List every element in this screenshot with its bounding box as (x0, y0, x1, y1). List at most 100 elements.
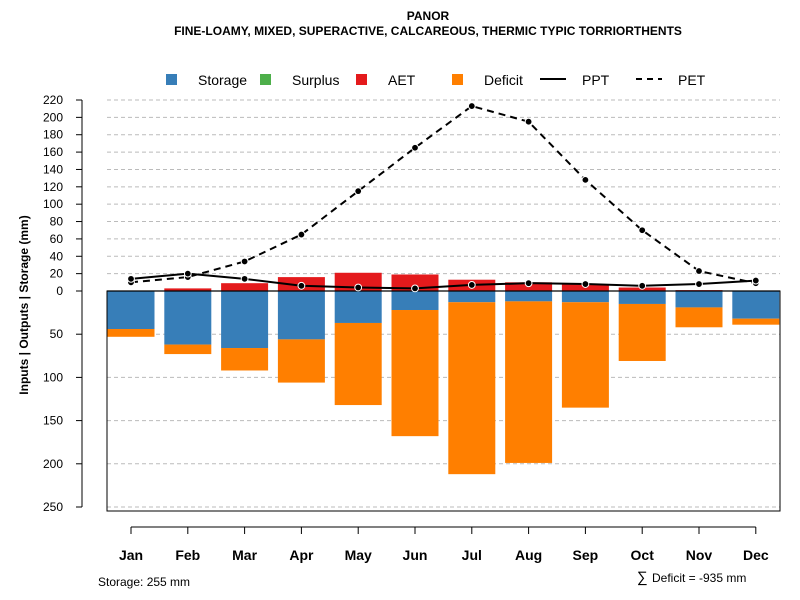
y-tick-label: 180 (43, 128, 63, 142)
chart-subtitle: FINE-LOAMY, MIXED, SUPERACTIVE, CALCAREO… (174, 24, 682, 38)
legend-label-pet: PET (678, 72, 706, 88)
storage-bar (164, 291, 212, 345)
y-axis-label: Inputs | Outputs | Storage (mm) (17, 215, 31, 394)
storage-bar (107, 291, 155, 330)
deficit-bar (448, 302, 496, 475)
x-tick-label: Mar (232, 547, 257, 563)
ppt-point (638, 281, 647, 290)
pet-point (524, 117, 533, 126)
pet-point (354, 187, 363, 196)
deficit-bar (391, 310, 439, 437)
legend-swatch-storage (166, 74, 177, 85)
storage-bar (505, 291, 553, 302)
legend-label-deficit: Deficit (484, 72, 523, 88)
pet-point (638, 226, 647, 235)
deficit-bar (164, 344, 212, 355)
legend-label-ppt: PPT (582, 72, 610, 88)
bars (107, 272, 780, 475)
ppt-point (751, 276, 760, 285)
ppt-point (297, 281, 306, 290)
y-tick-label: 200 (43, 457, 63, 471)
ppt-point (411, 284, 419, 293)
y-tick-label: 220 (43, 93, 63, 107)
x-tick-label: Aug (515, 547, 542, 563)
ppt-line (130, 272, 756, 290)
y-axis: 0 20 40 60 80 100 120 140 160 180 200 220 50 100 150 20… (43, 93, 83, 514)
legend-label-aet: AET (388, 72, 416, 88)
pet-point (297, 230, 306, 239)
lines (127, 102, 760, 293)
deficit-bar (675, 307, 723, 328)
deficit-total: Deficit = -935 mm (652, 571, 746, 585)
deficit-bar (221, 348, 269, 371)
legend: Storage Surplus AET Deficit PPT PET (166, 72, 706, 88)
x-tick-label: Oct (631, 547, 655, 563)
x-tick-label: Nov (686, 547, 713, 563)
legend-label-storage: Storage (198, 72, 247, 88)
legend-label-surplus: Surplus (292, 72, 339, 88)
deficit-bar (334, 322, 382, 406)
x-tick-label: Jul (462, 547, 482, 563)
storage-bar (732, 291, 780, 319)
x-tick-label: Sep (573, 547, 599, 563)
y-tick-label: 50 (50, 327, 64, 341)
ppt-point (127, 274, 135, 283)
y-tick-label: 250 (43, 500, 63, 514)
legend-swatch-surplus (260, 74, 271, 85)
storage-bar (221, 291, 269, 349)
aet-bar (221, 283, 269, 291)
y-tick-label: 200 (43, 110, 63, 124)
y-tick-label: 60 (50, 232, 64, 246)
x-tick-label: Apr (289, 547, 314, 563)
ppt-point (581, 280, 590, 288)
chart-title: PANOR (407, 9, 450, 23)
y-tick-label: 100 (43, 197, 63, 211)
deficit-bar (107, 329, 155, 337)
deficit-bar (505, 301, 553, 463)
aet-bar (164, 288, 212, 291)
ppt-point (240, 274, 249, 283)
x-tick-label: May (345, 547, 372, 563)
y-tick-label: 40 (50, 249, 64, 263)
pet-point (411, 143, 419, 152)
y-tick-label: 160 (43, 145, 63, 159)
y-tick-label: 0 (56, 284, 63, 298)
storage-bar (277, 291, 325, 340)
storage-bar (618, 291, 666, 304)
pet-point (240, 257, 249, 266)
deficit-bar (732, 318, 780, 325)
x-tick-label: Jun (403, 547, 428, 563)
x-tick-label: Feb (175, 547, 200, 563)
y-tick-label: 80 (50, 215, 64, 229)
storage-total: Storage: 255 mm (98, 575, 190, 589)
pet-point (581, 175, 590, 184)
sum-symbol: ∑ (637, 569, 648, 586)
pet-point (695, 267, 703, 275)
ppt-point (183, 269, 192, 278)
storage-bar (391, 291, 439, 311)
ppt-point (695, 280, 703, 288)
lower-frame (106, 290, 781, 512)
storage-bar (675, 291, 723, 308)
legend-swatch-deficit (452, 74, 463, 85)
y-tick-label: 120 (43, 180, 63, 194)
ppt-point (354, 283, 363, 292)
x-tick-label: Jan (119, 547, 143, 563)
ppt-point (467, 281, 476, 289)
storage-bar (334, 291, 382, 323)
ppt-point (524, 279, 533, 288)
x-axis: Jan Feb Mar Apr May Jun Jul Aug Sep Oct Nov Dec (119, 526, 769, 563)
legend-swatch-aet (356, 74, 367, 85)
deficit-bar (277, 339, 325, 383)
deficit-bar (618, 303, 666, 361)
storage-bar (561, 291, 609, 303)
y-tick-label: 20 (50, 267, 64, 281)
gridlines (107, 99, 780, 508)
deficit-bar (561, 302, 609, 408)
pet-point (467, 102, 476, 110)
y-tick-label: 140 (43, 162, 63, 176)
x-tick-label: Dec (743, 547, 769, 563)
y-tick-label: 150 (43, 414, 63, 428)
y-tick-label: 100 (43, 370, 63, 384)
